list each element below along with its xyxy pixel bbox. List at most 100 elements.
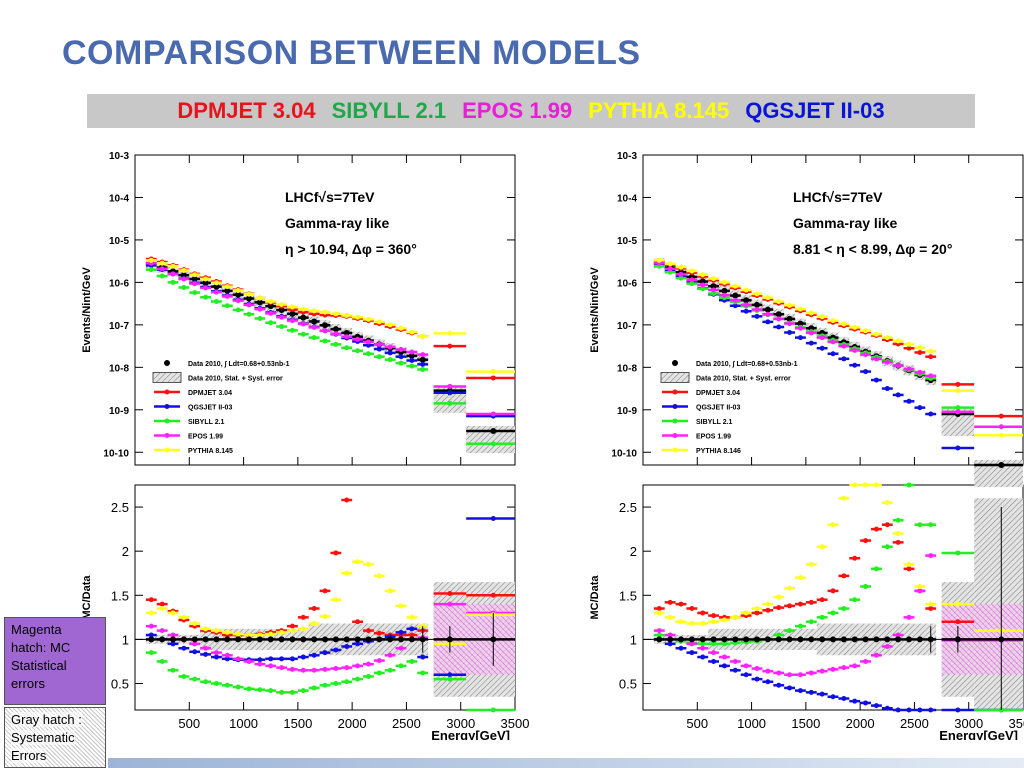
top-qgsjet-point bbox=[841, 356, 847, 362]
bottom-pythia-point bbox=[955, 601, 961, 607]
bottom-epos-point bbox=[376, 658, 382, 664]
bottom-pythia-point bbox=[246, 632, 252, 638]
top-data-point bbox=[267, 303, 274, 310]
bottom-qgsjet-point bbox=[711, 658, 717, 664]
top-qgsjet-point bbox=[863, 369, 869, 375]
bottom-data-point bbox=[678, 636, 684, 643]
bottom-pythia-point bbox=[765, 601, 771, 607]
top-data-point bbox=[235, 291, 242, 298]
top-epos-point bbox=[787, 321, 793, 327]
legend-marker-data bbox=[672, 360, 678, 366]
bottom-dpmjet-point bbox=[819, 597, 825, 603]
bottom-pythia-point bbox=[906, 561, 912, 567]
top-pythia-point bbox=[203, 276, 209, 282]
top-epos-point bbox=[732, 297, 738, 303]
bottom-ytick-label: 1.5 bbox=[111, 588, 129, 603]
bottom-xtick-label: 1000 bbox=[737, 716, 766, 731]
bottom-dpmjet-point bbox=[797, 601, 803, 607]
bottom-xtick-label: 1500 bbox=[283, 716, 312, 731]
bottom-qgsjet-point bbox=[700, 654, 706, 660]
bottom-pythia-point bbox=[841, 495, 847, 501]
magenta-hatch-note-text: Magenta hatch: MC Statistical errors bbox=[11, 622, 71, 691]
bottom-ytick-label: 1 bbox=[122, 632, 129, 647]
chart-left-panel: 10-3 10-4 10-5 10-6 10-7 10-8 10-9 10-10 Events/… bbox=[70, 140, 530, 743]
top-pythia-point bbox=[732, 283, 738, 289]
bottom-data-point bbox=[840, 636, 847, 643]
bottom-data-point bbox=[797, 636, 804, 643]
bottom-pythia-point bbox=[656, 610, 662, 616]
bottom-qgsjet-point bbox=[355, 641, 361, 647]
bottom-qgsjet-point bbox=[955, 707, 961, 713]
bottom-qgsjet-point bbox=[447, 672, 453, 678]
top-pythia-point bbox=[765, 295, 771, 301]
bottom-data-point bbox=[398, 636, 404, 643]
bottom-epos-point bbox=[819, 668, 825, 674]
legend-marker-syst bbox=[152, 372, 182, 383]
top-data-point bbox=[300, 314, 307, 321]
top-data-point bbox=[490, 428, 497, 435]
top-epos-point bbox=[797, 325, 803, 331]
top-ytick-label: 10-8 bbox=[109, 363, 129, 374]
legend-label: PYTHIA 8.146 bbox=[696, 448, 741, 455]
bottom-epos-point bbox=[667, 632, 673, 638]
legend-qgsjet: QGSJET II-03 bbox=[745, 98, 885, 123]
bottom-pythia-point bbox=[355, 559, 361, 565]
bottom-data-point bbox=[819, 636, 826, 643]
top-dpmjet-point bbox=[928, 354, 934, 360]
bottom-qgsjet-point bbox=[830, 694, 836, 700]
top-ytick-label: 10-4 bbox=[617, 193, 637, 204]
bottom-pythia-point bbox=[884, 500, 890, 506]
bottom-epos-point bbox=[235, 656, 241, 662]
annotation-text: 8.81 < η < 8.99, Δφ = 20° bbox=[793, 241, 952, 257]
top-data-point bbox=[743, 297, 750, 304]
bottom-xtick-label: 1000 bbox=[229, 716, 258, 731]
bottom-pythia-point bbox=[721, 617, 727, 623]
bottom-dpmjet-point bbox=[667, 599, 673, 605]
top-epos-point bbox=[257, 306, 263, 312]
top-qgsjet-point bbox=[754, 313, 760, 319]
top-ytick-label: 10-9 bbox=[617, 406, 637, 417]
legend-marker bbox=[164, 404, 170, 409]
bottom-sibyll-point bbox=[917, 522, 923, 528]
bottom-data-point bbox=[170, 636, 176, 643]
bottom-xtick-label: 2000 bbox=[846, 716, 875, 731]
top-pythia-point bbox=[159, 260, 165, 266]
bottom-epos-point bbox=[148, 623, 154, 629]
top-data-point bbox=[343, 329, 350, 336]
chart-right-panel: 10-3 10-4 10-5 10-6 10-7 10-8 10-9 10-10 Events/… bbox=[578, 140, 1024, 743]
bottom-dpmjet-point bbox=[895, 539, 901, 545]
bottom-epos-point bbox=[873, 652, 879, 658]
top-epos-point bbox=[841, 343, 847, 349]
legend-marker bbox=[672, 404, 678, 409]
bottom-sibyll-point bbox=[148, 650, 154, 656]
bottom-data-point bbox=[764, 636, 771, 643]
top-epos-point bbox=[355, 336, 361, 342]
bottom-data-point bbox=[191, 636, 198, 643]
bottom-data-point bbox=[862, 636, 869, 643]
bottom-dpmjet-point bbox=[656, 606, 662, 612]
bottom-qgsjet-point bbox=[409, 626, 415, 632]
bottom-sibyll-point bbox=[884, 544, 890, 550]
top-pythia-point bbox=[333, 311, 339, 317]
top-data-point bbox=[246, 295, 252, 302]
bottom-xtick-label: 2500 bbox=[392, 716, 421, 731]
top-pythia-point bbox=[743, 287, 749, 293]
top-data-point bbox=[721, 287, 728, 294]
bottom-qgsjet-point bbox=[490, 516, 496, 522]
top-epos-point bbox=[711, 287, 717, 293]
top-qgsjet-point bbox=[830, 351, 836, 357]
top-sibyll-point bbox=[398, 360, 404, 366]
bottom-qgsjet-point bbox=[300, 654, 306, 660]
bottom-data-point bbox=[343, 636, 350, 643]
top-epos-point bbox=[322, 328, 328, 334]
bottom-sibyll-point bbox=[420, 670, 426, 676]
top-pythia-point bbox=[884, 335, 890, 341]
bottom-pythia-point bbox=[268, 631, 274, 637]
bottom-pythia-point bbox=[203, 626, 209, 632]
top-ytick-label: 10-5 bbox=[617, 236, 637, 247]
top-epos-point bbox=[387, 344, 393, 350]
bottom-data-point bbox=[830, 636, 836, 643]
legend-marker bbox=[672, 418, 678, 424]
bottom-sibyll-point bbox=[787, 628, 793, 634]
top-sibyll-point bbox=[387, 357, 393, 363]
